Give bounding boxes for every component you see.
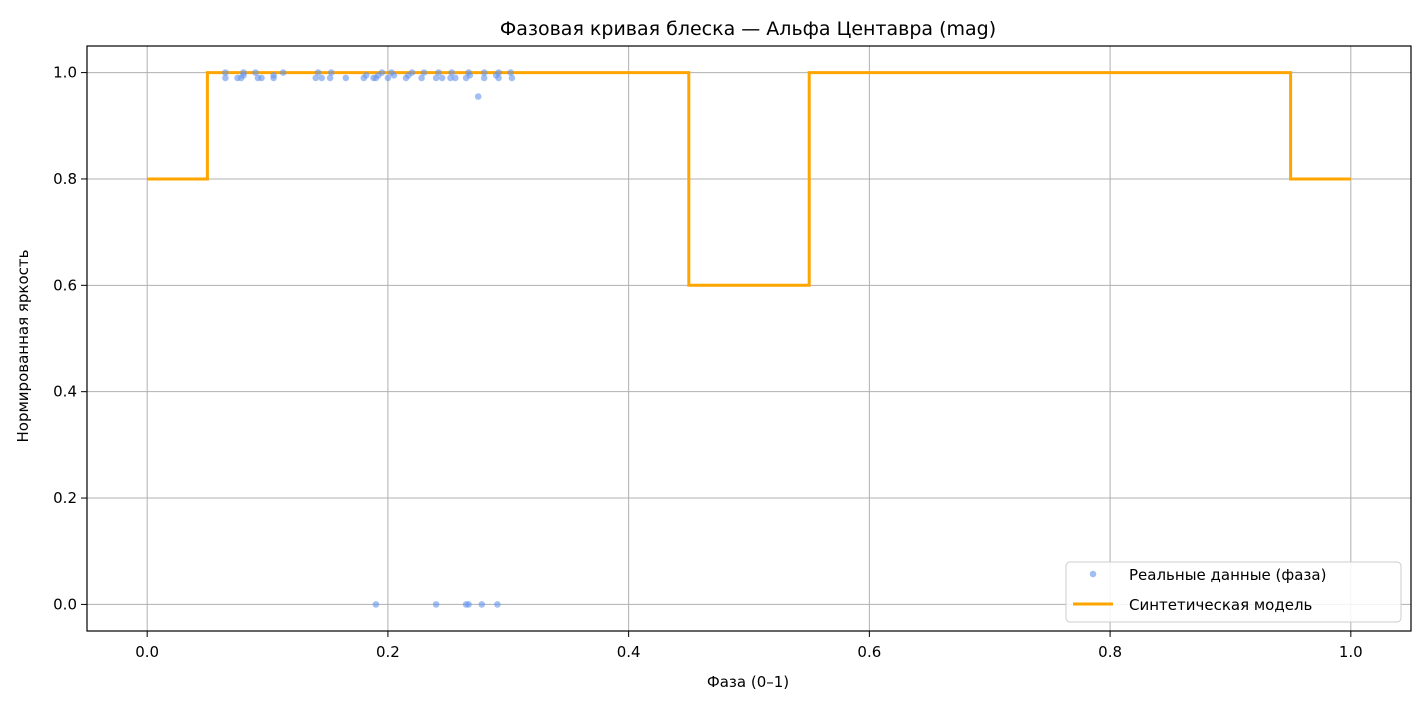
scatter-point bbox=[258, 74, 265, 82]
scatter-point bbox=[240, 69, 247, 76]
scatter-point bbox=[432, 74, 440, 82]
scatter-point bbox=[420, 69, 428, 76]
scatter-point bbox=[494, 601, 501, 608]
y-tick-label: 0.0 bbox=[53, 595, 77, 613]
scatter-point bbox=[438, 74, 446, 82]
x-tick-label: 0.2 bbox=[376, 643, 400, 661]
scatter-points-group bbox=[222, 69, 516, 608]
scatter-point bbox=[222, 74, 229, 82]
x-tick-label: 0.6 bbox=[857, 643, 881, 661]
scatter-point bbox=[408, 69, 416, 76]
scatter-point bbox=[478, 601, 486, 608]
scatter-point bbox=[466, 72, 474, 79]
axis-ticks: 0.0 0.2 0.4 0.6 0.8 1.0 0.0 0.2 0.4 0.6 0.8 1.0 bbox=[53, 64, 1363, 661]
scatter-point bbox=[507, 69, 514, 76]
scatter-point bbox=[435, 69, 442, 76]
plot-frame bbox=[86, 45, 1412, 632]
y-tick-label: 1.0 bbox=[53, 64, 77, 82]
x-tick-label: 0.4 bbox=[617, 643, 641, 661]
scatter-point bbox=[418, 74, 425, 82]
scatter-point bbox=[279, 69, 287, 76]
legend-scatter-marker bbox=[1089, 570, 1097, 578]
scatter-point bbox=[270, 72, 277, 79]
scatter-point bbox=[452, 74, 459, 82]
scatter-point bbox=[448, 69, 456, 76]
scatter-point bbox=[328, 69, 335, 76]
x-tick-label: 1.0 bbox=[1339, 643, 1363, 661]
scatter-point bbox=[495, 74, 502, 82]
scatter-point bbox=[372, 601, 380, 608]
scatter-point bbox=[390, 72, 398, 79]
grid-lines bbox=[87, 46, 1411, 631]
legend-scatter-label: Реальные данные (фаза) bbox=[1129, 566, 1326, 584]
scatter-point bbox=[465, 601, 472, 608]
scatter-point bbox=[222, 69, 229, 76]
scatter-point bbox=[318, 74, 326, 82]
scatter-point bbox=[314, 69, 322, 76]
scatter-point bbox=[480, 74, 488, 82]
x-axis-label: Фаза (0–1) bbox=[707, 673, 789, 691]
scatter-point bbox=[480, 69, 488, 76]
legend: Реальные данные (фаза) Синтетическая мод… bbox=[1065, 561, 1402, 623]
chart-title: Фазовая кривая блеска — Альфа Центавра (… bbox=[500, 18, 996, 40]
scatter-point bbox=[362, 72, 370, 79]
scatter-point bbox=[378, 69, 386, 76]
y-tick-label: 0.4 bbox=[53, 383, 77, 401]
scatter-point bbox=[384, 74, 392, 82]
model-line-group bbox=[147, 71, 1351, 287]
y-tick-label: 0.8 bbox=[53, 170, 77, 188]
scatter-point bbox=[447, 74, 454, 82]
x-tick-label: 0.8 bbox=[1098, 643, 1122, 661]
y-tick-label: 0.2 bbox=[53, 489, 77, 507]
scatter-point bbox=[342, 74, 350, 82]
scatter-point bbox=[312, 74, 320, 82]
y-axis-label: Нормированная яркость bbox=[14, 250, 32, 443]
scatter-point bbox=[508, 74, 516, 82]
legend-line-label: Синтетическая модель bbox=[1129, 596, 1312, 614]
x-tick-label: 0.0 bbox=[135, 643, 159, 661]
scatter-point bbox=[474, 93, 482, 100]
y-tick-label: 0.6 bbox=[53, 276, 77, 294]
scatter-point bbox=[432, 601, 440, 608]
model-line bbox=[147, 71, 1351, 287]
scatter-point bbox=[495, 69, 502, 76]
scatter-point bbox=[326, 74, 334, 82]
scatter-point bbox=[252, 69, 259, 76]
legend-box bbox=[1065, 561, 1402, 623]
